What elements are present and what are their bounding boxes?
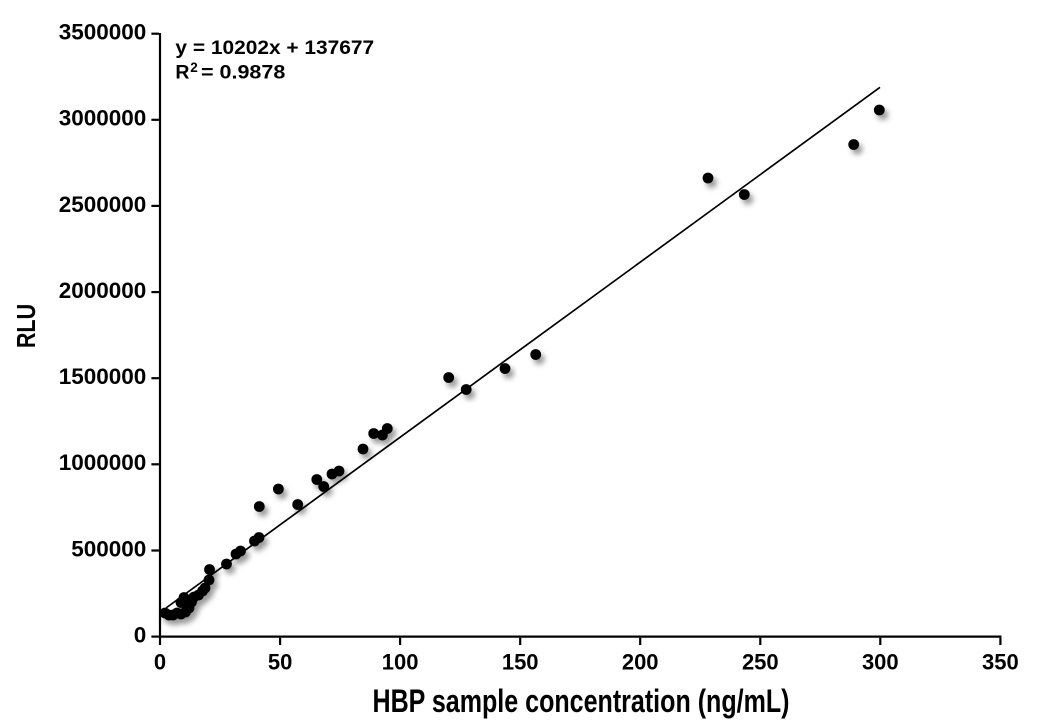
svg-text:2000000: 2000000 <box>59 278 147 303</box>
svg-text:HBP sample concentration (ng/m: HBP sample concentration (ng/mL) <box>373 683 790 719</box>
svg-text:1500000: 1500000 <box>59 364 147 389</box>
svg-text:2500000: 2500000 <box>59 192 147 217</box>
svg-text:= 0.9878: = 0.9878 <box>201 62 285 84</box>
svg-text:500000: 500000 <box>71 536 146 561</box>
svg-text:1000000: 1000000 <box>59 450 147 475</box>
svg-text:RLU: RLU <box>11 304 41 348</box>
svg-text:3500000: 3500000 <box>59 20 147 45</box>
svg-text:2: 2 <box>190 60 198 75</box>
svg-text:250: 250 <box>742 650 779 675</box>
svg-text:R: R <box>175 62 189 84</box>
svg-text:50: 50 <box>268 650 292 675</box>
svg-text:0: 0 <box>154 650 166 675</box>
svg-text:350: 350 <box>982 650 1019 675</box>
svg-text:0: 0 <box>134 622 147 647</box>
svg-text:200: 200 <box>622 650 659 675</box>
svg-text:100: 100 <box>382 650 419 675</box>
svg-text:150: 150 <box>502 650 539 675</box>
svg-text:300: 300 <box>862 650 899 675</box>
svg-text:y = 10202x + 137677: y = 10202x + 137677 <box>175 37 374 59</box>
svg-text:3000000: 3000000 <box>59 106 147 131</box>
